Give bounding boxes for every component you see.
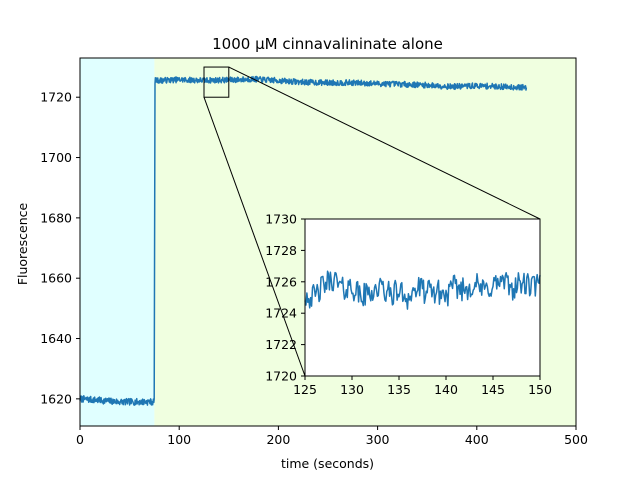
fluorescence-line	[79, 75, 528, 406]
main-series	[79, 75, 528, 406]
zoom-region-box	[203, 66, 230, 98]
y-tick-label: 1700	[40, 150, 72, 165]
x-tick-label: 400	[465, 432, 489, 447]
inset-y-tick-label: 1722	[265, 337, 297, 352]
x-axis-label: time (seconds)	[281, 456, 374, 471]
inset-x-tick-label: 145	[481, 382, 505, 397]
inset-fluorescence-line	[304, 270, 541, 310]
zoom-connector-line	[203, 97, 306, 377]
y-tick-label: 1720	[40, 90, 72, 105]
inset-y-tick-label: 1724	[265, 306, 297, 321]
x-tick-label: 0	[76, 432, 84, 447]
y-tick-label: 1660	[40, 271, 72, 286]
zoom-indicator	[203, 66, 541, 377]
inset-x-tick-label: 125	[293, 382, 317, 397]
y-axis-label: Fluorescence	[15, 203, 30, 286]
x-tick-label: 200	[266, 432, 290, 447]
inset-plot-frame	[304, 218, 541, 377]
main-axis-ticks: 0 100 200 300 400 500 1620 1640 1660 1680 1700 1720	[40, 90, 588, 447]
x-tick-label: 300	[366, 432, 390, 447]
inset-y-tick-label: 1726	[265, 274, 297, 289]
inset-y-tick-label: 1730	[265, 212, 297, 227]
inset-axis-ticks: 125 130 135 140 145 150 1720 1722 1724 1726 1728 17…	[265, 212, 552, 398]
inset-y-tick-label: 1728	[265, 243, 297, 258]
y-tick-label: 1680	[40, 210, 72, 225]
inset-plot: 125 130 135 140 145 150 1720 1722 1724 1726 1728 17…	[265, 212, 552, 398]
inset-x-tick-label: 150	[528, 382, 552, 397]
inset-x-tick-label: 135	[387, 382, 411, 397]
inset-background	[305, 219, 540, 376]
x-tick-label: 500	[564, 432, 588, 447]
inset-series	[304, 270, 541, 310]
background-region-1	[80, 58, 155, 426]
zoom-connector-line	[228, 66, 541, 220]
y-tick-label: 1640	[40, 331, 72, 346]
inset-x-tick-label: 140	[434, 382, 458, 397]
inset-x-tick-label: 130	[340, 382, 364, 397]
x-tick-label: 100	[167, 432, 191, 447]
main-plot-frame	[79, 57, 577, 427]
y-tick-label: 1620	[40, 391, 72, 406]
inset-y-tick-label: 1720	[265, 369, 297, 384]
chart-title: 1000 µM cinnavalininate alone	[212, 35, 443, 53]
